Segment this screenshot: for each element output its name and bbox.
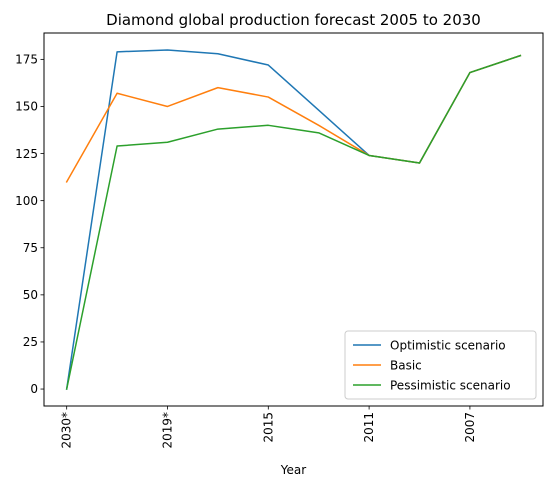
y-axis: 0 25 50 75 100 125 150 175 xyxy=(15,53,44,397)
legend-label-1: Basic xyxy=(390,358,422,372)
x-axis-label: Year xyxy=(280,463,306,477)
y-tick-label-3: 75 xyxy=(23,241,38,255)
x-tick-label-2: 2019* xyxy=(160,412,174,449)
legend: Optimistic scenario Basic Pessimistic scen… xyxy=(345,331,536,399)
legend-label-2: Pessimistic scenario xyxy=(390,378,511,392)
y-tick-label-6: 150 xyxy=(15,100,38,114)
y-tick-label-2: 50 xyxy=(23,288,38,302)
y-tick-label-0: 0 xyxy=(30,382,38,396)
x-tick-label-4: 2015 xyxy=(261,412,275,443)
legend-label-0: Optimistic scenario xyxy=(390,338,506,352)
chart-title: Diamond global production forecast 2005 … xyxy=(106,11,481,29)
x-tick-label-8: 2007 xyxy=(463,412,477,443)
y-tick-label-1: 25 xyxy=(23,335,38,349)
y-tick-label-7: 175 xyxy=(15,53,38,67)
x-tick-label-6: 2011 xyxy=(362,412,376,443)
y-tick-label-4: 100 xyxy=(15,194,38,208)
y-tick-label-5: 125 xyxy=(15,147,38,161)
x-tick-label-0: 2030* xyxy=(60,412,74,449)
x-axis: 2030* 2019* 2015 2011 2007 xyxy=(60,406,477,449)
